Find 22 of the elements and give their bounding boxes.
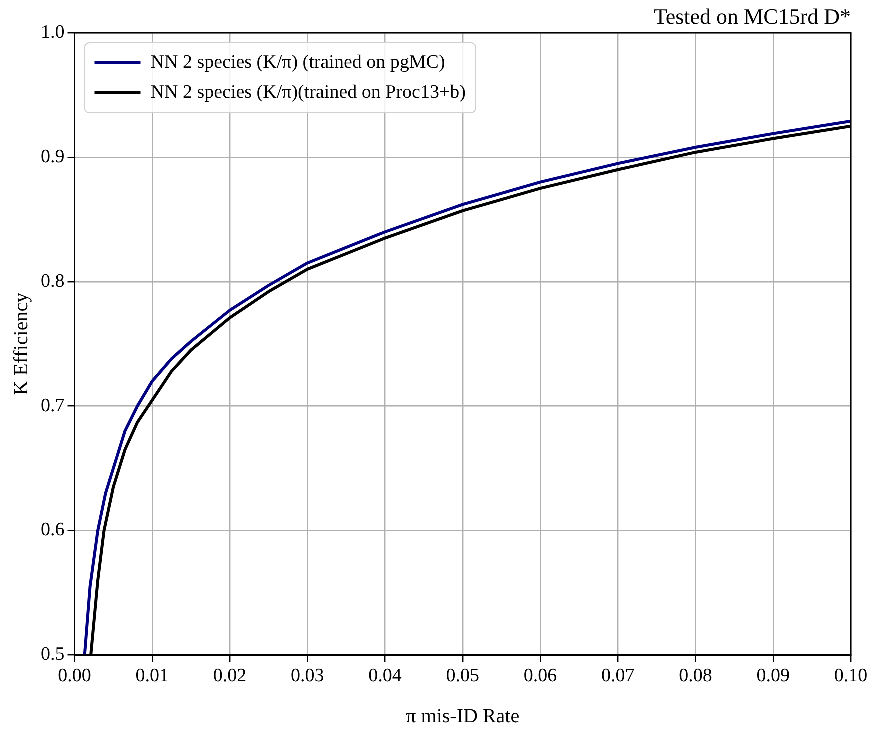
x-tick-label: 0.01 [136,666,169,687]
x-tick-label: 0.02 [213,666,247,687]
x-tick-label: 0.03 [291,666,324,687]
legend-label: NN 2 species (K/π)(trained on Proc13+b) [150,82,466,103]
x-tick-label: 0.07 [602,666,635,687]
x-tick-label: 0.04 [368,666,402,687]
y-tick-label: 0.9 [41,146,65,168]
x-tick-label: 0.05 [446,666,480,687]
x-axis-title: π mis-ID Rate [406,705,520,728]
y-tick-label: 0.6 [41,520,65,541]
x-tick-label: 0.08 [679,666,712,687]
y-tick-label: 1.0 [41,22,65,43]
x-tick-label: 0.06 [524,666,558,687]
x-tick-label: 0.10 [834,666,868,687]
y-tick-label: 0.8 [41,270,65,292]
y-tick-label: 0.7 [41,395,65,416]
y-tick-label: 0.5 [41,644,65,666]
y-axis-title: K Efficiency [10,292,32,396]
chart-title: Tested on MC15rd D* [654,4,851,29]
x-tick-label: 0.00 [58,666,92,687]
legend-label: NN 2 species (K/π) (trained on pgMC) [150,52,446,73]
x-tick-label: 0.09 [756,666,790,687]
